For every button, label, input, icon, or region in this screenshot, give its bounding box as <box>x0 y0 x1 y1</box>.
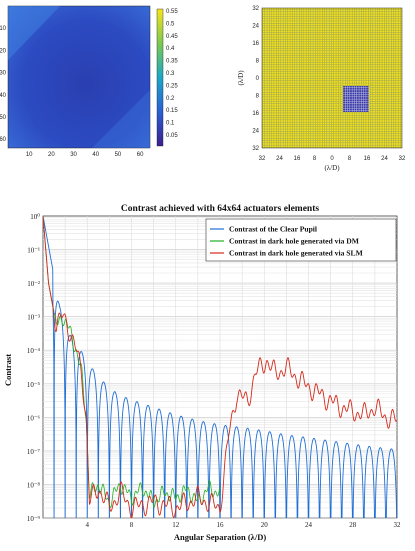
mask-xtick-label: 32 <box>259 156 266 162</box>
mask-xtick-label: 16 <box>294 156 301 162</box>
x-tick-label: 8 <box>130 521 134 529</box>
mask-ytick-label: 16 <box>252 41 259 47</box>
mask-ytick-label: 24 <box>252 129 259 135</box>
mask-ytick-label: 32 <box>252 146 259 152</box>
legend-label-slm: Contrast in dark hole generated via SLM <box>229 249 363 258</box>
y-tick-label: 10⁻² <box>27 280 40 288</box>
y-tick-label: 10⁻³ <box>27 314 40 322</box>
mask-image <box>261 7 403 149</box>
heatmap-xtick-label: 10 <box>26 152 33 158</box>
mask-ytick-label: 32 <box>252 6 259 12</box>
legend: Contrast of the Clear Pupil Contrast in … <box>205 218 397 262</box>
legend-label-dm: Contrast in dark hole generated via DM <box>229 237 359 246</box>
colorbar-tick-label: 0.2 <box>166 96 175 102</box>
mask-ytick-label: 8 <box>256 59 260 65</box>
y-tick-label: 10⁻⁶ <box>27 414 41 422</box>
heatmap-ytick-label: 40 <box>0 93 7 99</box>
y-tick-label: 10⁻⁵ <box>27 381 41 389</box>
heatmap-xtick-label: 60 <box>137 152 144 158</box>
mask-xtick-label: 24 <box>381 156 388 162</box>
legend-box <box>205 218 397 262</box>
colorbar-tick-label: 0.4 <box>166 46 175 52</box>
chart-title: Contrast achieved with 64x64 actuators e… <box>121 204 319 214</box>
heatmap-xtick-label: 50 <box>115 152 122 158</box>
contrast-chart: Contrast achieved with 64x64 actuators e… <box>3 204 401 542</box>
mask-xtick-label: 32 <box>399 156 406 162</box>
mask-ylabel: (λ/D) <box>237 70 245 86</box>
dark-hole-region <box>343 86 369 112</box>
colorbar-tick-label: 0.15 <box>166 108 178 114</box>
mask-xtick-label: 0 <box>330 156 334 162</box>
x-tick-label: 16 <box>217 521 225 529</box>
mask-xtick-label: 24 <box>276 156 283 162</box>
y-tick-label: 10⁰ <box>30 213 40 221</box>
x-tick-label: 12 <box>172 521 180 529</box>
legend-label-clear-pupil: Contrast of the Clear Pupil <box>229 225 317 234</box>
x-tick-label: 28 <box>349 521 357 529</box>
mask-ytick-label: 24 <box>252 24 259 30</box>
grid <box>43 216 397 519</box>
x-tick-label: 4 <box>86 521 90 529</box>
colorbar-tick-label: 0.25 <box>166 83 178 89</box>
x-tick-label: 24 <box>305 521 313 529</box>
y-axis-label: Contrast <box>3 354 13 386</box>
colorbar-tick-label: 0.05 <box>166 133 178 139</box>
colorbar-tick-label: 0.55 <box>166 9 178 15</box>
series-line-dm <box>43 216 221 508</box>
colorbar-tick-label: 0.1 <box>166 121 175 127</box>
heatmap-xtick-label: 30 <box>70 152 77 158</box>
colorbar-tick-label: 0.45 <box>166 34 178 40</box>
heatmap-xtick-label: 40 <box>92 152 99 158</box>
mask-ytick-label: 0 <box>256 76 260 82</box>
y-tick-label: 10⁻⁴ <box>27 347 41 355</box>
mask-ytick-label: 16 <box>252 111 259 117</box>
x-tick-label: 32 <box>394 521 402 529</box>
x-tick-label: 20 <box>261 521 269 529</box>
colorbar-tick-label: 0.3 <box>166 71 175 77</box>
y-tick-label: 10⁻⁸ <box>27 481 41 489</box>
colorbar-tick-label: 0.35 <box>166 59 178 65</box>
heatmap-xtick-label: 20 <box>48 152 55 158</box>
heatmap-ytick-label: 60 <box>0 137 7 143</box>
mask-xlabel: (λ/D) <box>324 164 340 172</box>
series-line-slm <box>43 216 397 518</box>
mask-ytick-label: 8 <box>256 94 260 100</box>
series-line-clear-pupil <box>43 216 397 518</box>
colorbar-tick-label: 0.5 <box>166 21 175 27</box>
mask-xtick-label: 16 <box>364 156 371 162</box>
heatmap-ytick-label: 10 <box>0 26 7 32</box>
heatmap-light-edge <box>92 90 150 148</box>
heatmap-panel: 10 20 30 40 50 60 10 20 30 40 50 60 0.55 0.5 0.45 0.4… <box>0 5 178 158</box>
heatmap-ytick-label: 20 <box>0 48 7 54</box>
x-axis-label: Angular Separation (λ/D) <box>174 532 266 542</box>
y-tick-label: 10⁻⁷ <box>27 448 41 456</box>
y-tick-label: 10⁻¹ <box>27 247 40 255</box>
colorbar <box>156 8 164 147</box>
mask-xtick-label: 8 <box>313 156 317 162</box>
mask-panel: 32 24 16 8 0 8 16 24 32 32 24 16 8 0 8 16 24 32 (λ/D) (λ… <box>237 6 406 172</box>
heatmap-ytick-label: 30 <box>0 71 7 77</box>
mask-xtick-label: 8 <box>348 156 352 162</box>
y-tick-label: 10⁻⁹ <box>27 515 41 523</box>
heatmap-ytick-label: 50 <box>0 115 7 121</box>
heatmap-light-corner <box>8 6 60 60</box>
